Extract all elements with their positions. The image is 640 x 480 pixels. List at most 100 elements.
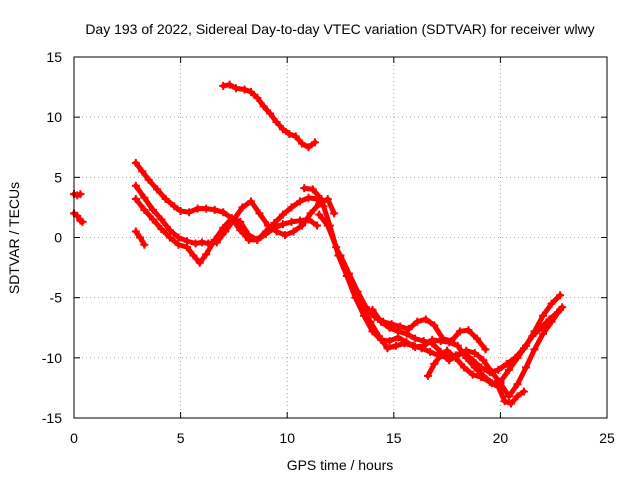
data-point	[278, 125, 287, 134]
data-point	[455, 327, 464, 336]
x-tick-label: 15	[386, 430, 402, 446]
data-point	[191, 239, 200, 248]
data-point	[240, 85, 249, 94]
data-point	[419, 336, 428, 345]
data-point	[447, 336, 456, 345]
data-point	[219, 208, 228, 217]
axis-ticks: 0 5 10 15 20 25 -15 -10 -5 0 5 10 15	[42, 49, 615, 446]
data-point	[304, 143, 313, 152]
data-point	[460, 363, 469, 372]
data-point	[530, 345, 539, 354]
data-point	[253, 235, 262, 244]
data-point	[428, 339, 437, 348]
data-point	[411, 334, 420, 343]
data-point	[165, 233, 174, 242]
data-point	[443, 346, 452, 355]
data-point	[174, 240, 183, 249]
data-point	[306, 209, 315, 218]
data-point	[138, 167, 147, 176]
data-point	[195, 258, 204, 267]
data-point	[219, 81, 228, 90]
data-point	[430, 359, 439, 368]
data-point	[391, 341, 400, 350]
data-point	[148, 215, 157, 224]
data-point	[436, 351, 445, 360]
data-point	[161, 194, 170, 203]
x-tick-label: 20	[493, 430, 509, 446]
data-point	[511, 353, 520, 362]
data-point	[485, 377, 494, 386]
data-point	[377, 317, 386, 326]
data-point	[396, 322, 405, 331]
data-point	[227, 214, 236, 223]
data-point	[336, 251, 345, 260]
data-point	[157, 225, 166, 234]
data-point	[539, 311, 548, 320]
data-point	[76, 190, 85, 199]
data-point	[253, 93, 262, 102]
series-arc-10	[336, 251, 490, 354]
data-point	[438, 334, 447, 343]
data-point	[519, 344, 528, 353]
data-point	[157, 215, 166, 224]
data-point	[244, 231, 253, 240]
series-arc-4	[131, 158, 328, 244]
data-point	[353, 287, 362, 296]
data-point	[193, 204, 202, 213]
chart-title: Day 193 of 2022, Sidereal Day-to-day VTE…	[85, 21, 594, 37]
data-point	[521, 363, 530, 372]
data-point	[513, 392, 522, 401]
data-point	[332, 243, 341, 252]
data-point	[176, 207, 185, 216]
data-point	[189, 251, 198, 260]
data-point	[462, 346, 471, 355]
data-point	[287, 203, 296, 212]
data-point	[470, 349, 479, 358]
y-axis-label: SDTVAR / TECUs	[6, 182, 22, 294]
data-point	[236, 217, 245, 226]
data-point	[153, 185, 162, 194]
x-tick-label: 5	[177, 430, 185, 446]
x-tick-label: 10	[279, 430, 295, 446]
data-point	[453, 341, 462, 350]
data-point	[144, 175, 153, 184]
data-point	[504, 365, 513, 374]
data-point	[278, 220, 287, 229]
data-point	[330, 209, 339, 218]
data-point	[383, 344, 392, 353]
data-point	[481, 345, 490, 354]
data-point	[315, 210, 324, 219]
data-point	[131, 181, 140, 190]
data-point	[468, 356, 477, 365]
data-point	[304, 215, 313, 224]
data-point	[464, 326, 473, 335]
series-arc-7	[219, 80, 319, 152]
data-point	[539, 329, 548, 338]
data-point	[494, 365, 503, 374]
data-point	[281, 231, 290, 240]
data-point	[291, 132, 300, 141]
data-point	[507, 399, 516, 408]
data-point	[285, 130, 294, 139]
series-arc-12	[423, 346, 528, 408]
data-point	[536, 323, 545, 332]
data-point	[272, 117, 281, 126]
data-point	[394, 327, 403, 336]
data-point	[225, 80, 234, 89]
data-point	[477, 373, 486, 382]
data-point	[278, 210, 287, 219]
x-tick-label: 25	[599, 430, 615, 446]
data-point	[197, 238, 206, 247]
y-tick-label: 15	[46, 49, 62, 65]
data-point	[148, 205, 157, 214]
data-point	[547, 299, 556, 308]
data-point	[295, 216, 304, 225]
data-point	[400, 339, 409, 348]
data-point	[374, 332, 383, 341]
y-tick-label: 5	[54, 169, 62, 185]
data-point	[266, 109, 275, 118]
data-point	[140, 240, 149, 249]
data-point	[504, 392, 513, 401]
data-point	[317, 194, 326, 203]
data-point	[487, 368, 496, 377]
